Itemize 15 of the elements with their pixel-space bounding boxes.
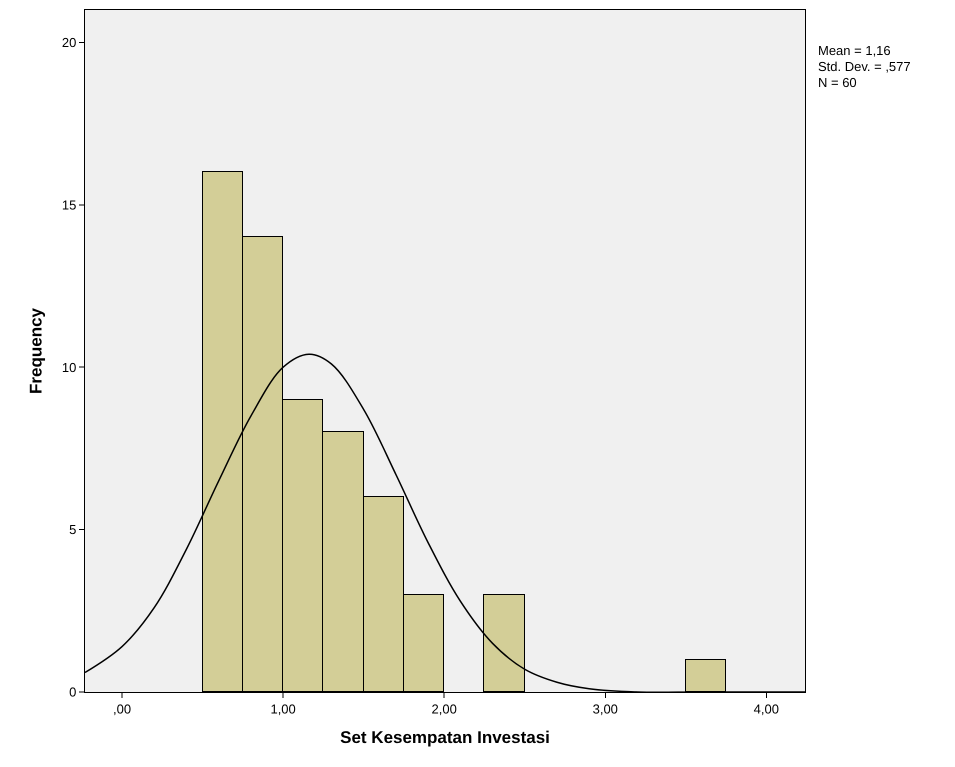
text: Std. Dev. = ,577 (818, 59, 911, 74)
y-tick-label: 0 (69, 684, 76, 700)
x-axis-title: Set Kesempatan Investasi (340, 728, 550, 747)
y-tick-label: 20 (62, 35, 76, 50)
text: N = 60 (818, 75, 857, 90)
y-axis-title: Frequency (26, 307, 46, 394)
text: Mean = 1,16 (818, 43, 891, 58)
y-tick-label: 10 (62, 360, 76, 375)
x-tick-label: 1,00 (270, 702, 296, 717)
y-tick-label: 15 (62, 197, 76, 212)
x-tick-label: 4,00 (754, 702, 779, 717)
x-tick-label: 3,00 (592, 702, 618, 717)
y-tick-label: 5 (69, 522, 76, 538)
x-tick-label: 2,00 (432, 702, 457, 717)
x-tick-label: ,00 (113, 702, 132, 717)
